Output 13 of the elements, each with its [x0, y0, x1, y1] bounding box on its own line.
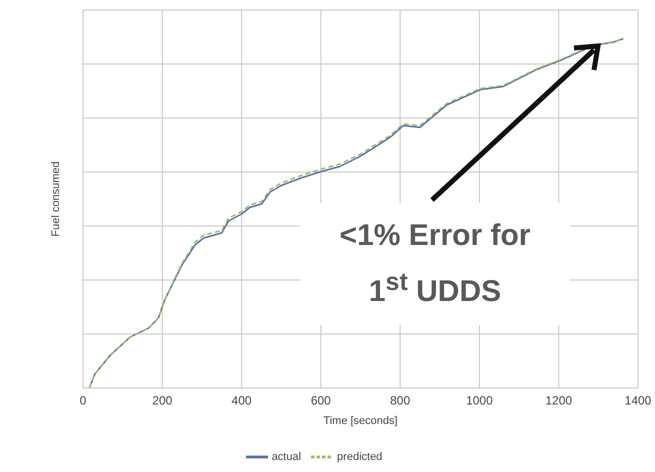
x-tick-label: 1200	[545, 394, 572, 408]
x-tick-label: 1400	[624, 394, 652, 408]
x-tick-label: 1000	[466, 394, 494, 408]
x-axis-title: Time [seconds]	[323, 415, 398, 427]
legend-label: actual	[272, 450, 302, 463]
x-tick-label: 200	[152, 394, 173, 408]
x-tick-label: 600	[310, 394, 332, 408]
legend-label: predicted	[337, 450, 382, 463]
annotation: <1% Error for 1$^{st}$ UDDS	[338, 218, 532, 310]
x-tick-label: 800	[390, 394, 410, 408]
x-tick-label: 400	[232, 394, 252, 408]
y-axis-title: Fuel consumed	[50, 161, 62, 237]
x-tick-label: 0	[80, 394, 87, 408]
